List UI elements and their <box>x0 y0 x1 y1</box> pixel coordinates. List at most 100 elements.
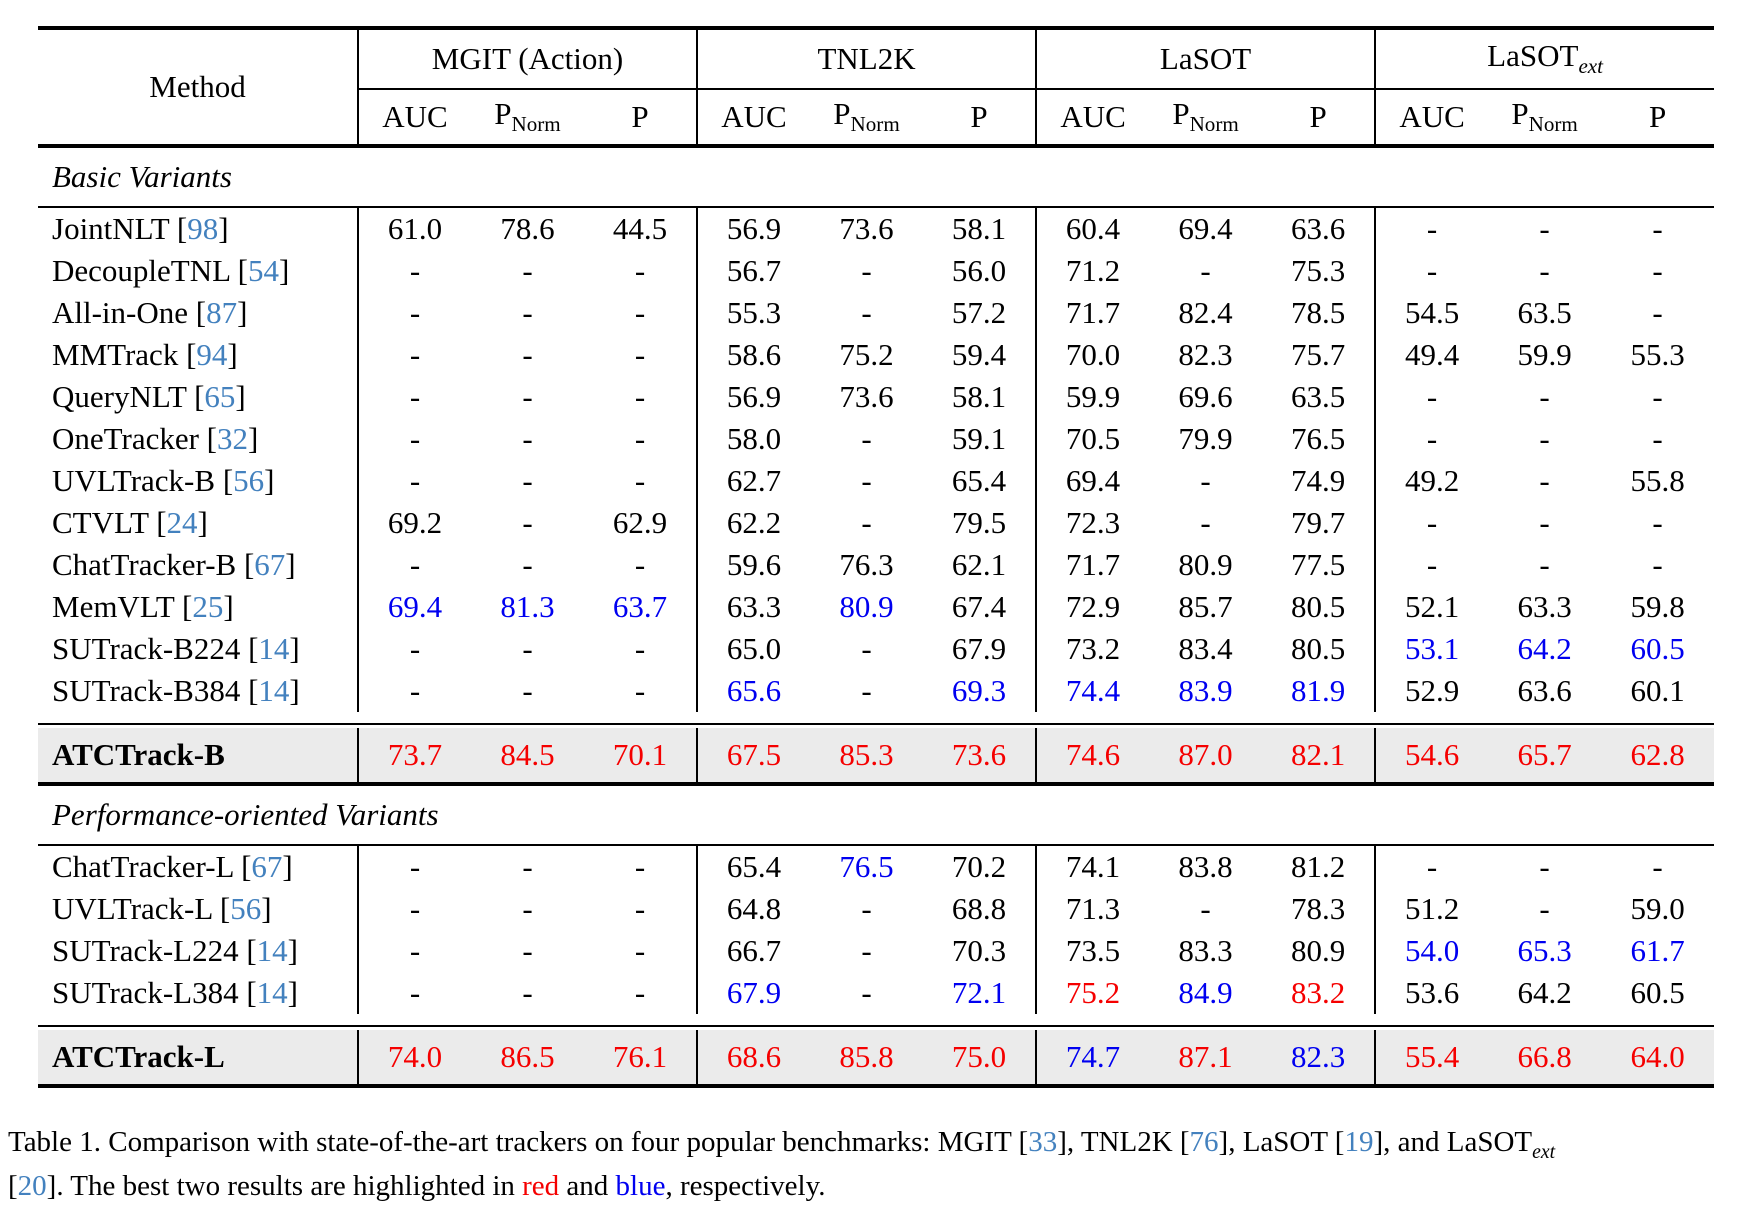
value-cell: 74.9 <box>1290 463 1346 498</box>
value-cell: 65.7 <box>1488 728 1602 786</box>
value-cell: 61.7 <box>1630 933 1685 968</box>
citation-link[interactable]: 76 <box>1189 1126 1219 1158</box>
value-cell: - <box>1652 421 1663 456</box>
citation-link[interactable]: 14 <box>256 933 288 968</box>
table-row: UVLTrack-L [56] - - - 64.8 - 68.8 71.3 - 78.3 51.2… <box>38 888 1714 930</box>
method-cell: SUTrack-B224 [14] <box>52 631 300 666</box>
value-cell: - <box>861 891 872 926</box>
table-body: Basic Variants JointNLT [98] 61.0 78.6 44.5 5… <box>38 146 1715 1088</box>
table-row: QueryNLT [65] - - - 56.9 73.6 58.1 59.9 69.6 63.5… <box>38 376 1714 418</box>
value-cell: 70.3 <box>951 933 1007 968</box>
method-cell: ATCTrack-L <box>38 1030 358 1088</box>
value-cell: - <box>1652 295 1663 330</box>
value-cell: 67.5 <box>696 728 811 786</box>
column-header-method: Method <box>38 28 358 148</box>
metric-header-p: P <box>1262 89 1376 148</box>
metric-header-pnorm: PNorm <box>471 89 584 148</box>
method-name: SUTrack-B384 <box>52 673 241 708</box>
value-cell: - <box>634 337 646 372</box>
metric-header-auc: AUC <box>1374 89 1489 148</box>
value-cell: - <box>1539 547 1550 582</box>
value-cell: 56.7 <box>696 250 811 292</box>
value-cell: - <box>1539 463 1550 498</box>
value-cell: - <box>1539 421 1550 456</box>
group-label: TNL2K <box>817 41 916 76</box>
rule-spacer-row <box>38 712 1715 728</box>
value-cell: - <box>357 972 471 1014</box>
horizontal-rule <box>38 712 1715 728</box>
value-cell: 74.0 <box>357 1030 471 1088</box>
table-row: OneTracker [32] - - -58.0-59.1 70.5 79.9 76.5-… <box>38 418 1714 460</box>
value-cell: - <box>1539 505 1550 540</box>
citation-link[interactable]: 98 <box>187 211 219 246</box>
value-cell: - <box>522 253 533 288</box>
citation-link[interactable]: 56 <box>230 891 262 926</box>
highlight-row: ATCTrack-B 73.7 84.5 70.1 67.5 85.3 73.6 74.6 87… <box>38 728 1715 786</box>
method-name: MemVLT <box>52 589 175 624</box>
citation-link[interactable]: 32 <box>217 421 248 456</box>
value-cell: 75.3 <box>1290 253 1346 288</box>
value-cell: - <box>522 337 533 372</box>
citation-link[interactable]: 14 <box>256 975 288 1010</box>
section-row: Performance-oriented Variants <box>38 784 1715 846</box>
value-cell: - <box>357 418 471 460</box>
value-cell: 63.6 <box>1517 673 1572 708</box>
citation-link[interactable]: 20 <box>17 1170 47 1203</box>
citation-link[interactable]: 56 <box>233 463 265 498</box>
value-cell: - <box>1374 502 1489 544</box>
citation-link[interactable]: 33 <box>1028 1126 1058 1158</box>
table-row: UVLTrack-B [56] - - - 62.7 - 65.4 69.4 - 74.9 49.2… <box>38 460 1714 502</box>
caption-text: ], and LaSOT <box>1373 1126 1533 1158</box>
value-cell: - <box>522 933 533 968</box>
value-cell: 74.4 <box>1035 670 1150 712</box>
value-cell: 73.6 <box>839 211 894 246</box>
value-cell: 63.5 <box>1290 379 1346 414</box>
value-cell: - <box>634 295 646 330</box>
table-row: DecoupleTNL [54] - - -56.7-56.0 71.2-75.3- - - <box>38 250 1714 292</box>
citation-link[interactable]: 67 <box>251 849 283 884</box>
value-cell: 60.5 <box>1630 975 1685 1010</box>
group-header-mgit: MGIT (Action) <box>356 28 698 90</box>
value-cell: - <box>1374 544 1489 586</box>
value-cell: 83.2 <box>1290 975 1346 1010</box>
value-cell: - <box>357 544 471 586</box>
metric-header-auc: AUC <box>1035 89 1150 148</box>
citation-link[interactable]: 54 <box>247 253 279 288</box>
value-cell: - <box>634 547 646 582</box>
citation-link[interactable]: 87 <box>206 295 238 330</box>
citation-link[interactable]: 19 <box>1344 1126 1374 1158</box>
method-name: SUTrack-L224 <box>52 933 239 968</box>
method-cell: ChatTracker-B [67] <box>52 547 296 582</box>
value-cell: 65.6 <box>696 670 811 712</box>
citation-link[interactable]: 94 <box>196 337 228 372</box>
citation-link[interactable]: 14 <box>258 673 290 708</box>
section-label: Performance-oriented Variants <box>38 784 1715 846</box>
value-cell: 69.4 <box>1178 211 1233 246</box>
value-cell: - <box>861 421 872 456</box>
value-cell: 64.2 <box>1517 975 1572 1010</box>
citation-link[interactable]: 67 <box>254 547 286 582</box>
method-cell: MMTrack [94] <box>52 337 238 372</box>
value-cell: 61.0 <box>357 207 471 250</box>
citation-link[interactable]: 24 <box>166 505 198 540</box>
value-cell: - <box>634 421 646 456</box>
value-cell: - <box>1652 379 1663 414</box>
value-cell: 69.4 <box>1035 460 1150 502</box>
value-cell: - <box>357 250 471 292</box>
citation-link[interactable]: 14 <box>258 631 290 666</box>
value-cell: 75.2 <box>839 337 894 372</box>
citation-link[interactable]: 25 <box>192 589 224 624</box>
method-name: SUTrack-B224 <box>52 631 241 666</box>
value-cell: - <box>357 334 471 376</box>
method-name: OneTracker <box>52 421 199 456</box>
value-cell: 78.3 <box>1290 891 1346 926</box>
value-cell: - <box>861 505 872 540</box>
value-cell: - <box>861 253 872 288</box>
value-cell: 76.3 <box>839 547 894 582</box>
metric-header-p: P <box>923 89 1037 148</box>
value-cell: 62.8 <box>1601 728 1715 786</box>
value-cell: 76.5 <box>839 849 894 884</box>
citation-link[interactable]: 65 <box>204 379 236 414</box>
value-cell: - <box>357 628 471 670</box>
horizontal-rule <box>38 1014 1715 1030</box>
